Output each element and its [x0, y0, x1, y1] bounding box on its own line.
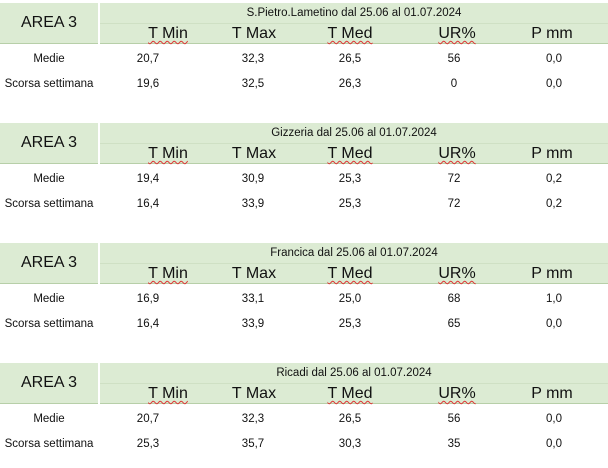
cell-ur: 65 — [447, 318, 461, 330]
station-title: Ricadi dal 25.06 al 01.07.2024 — [100, 363, 608, 384]
station-title: Francica dal 25.06 al 01.07.2024 — [100, 243, 608, 264]
row-label: Medie — [33, 173, 65, 185]
header-tmed: T Med — [327, 145, 373, 162]
cell-tmin: 19,6 — [136, 78, 160, 90]
cell-pmm: 0,0 — [546, 78, 562, 90]
table-row-medie: Medie 19,4 30,9 25,3 72 0,2 — [0, 168, 608, 190]
cell-tmed: 26,5 — [338, 53, 362, 65]
cell-ur: 56 — [447, 53, 461, 65]
header-pmm: P mm — [531, 265, 573, 282]
area-label: AREA 3 — [0, 243, 98, 284]
cell-ur: 0 — [450, 78, 458, 90]
cell-ur: 72 — [447, 198, 461, 210]
cell-tmed: 25,3 — [338, 198, 362, 210]
area-label: AREA 3 — [0, 123, 98, 164]
cell-tmax: 30,9 — [241, 173, 265, 185]
cell-ur: 72 — [447, 173, 461, 185]
table-row-medie: Medie 16,9 33,1 25,0 68 1,0 — [0, 288, 608, 310]
cell-pmm: 0,0 — [546, 438, 562, 450]
header-tmax: T Max — [231, 25, 277, 42]
row-label: Medie — [33, 413, 65, 425]
table-row-scorsa: Scorsa settimana 16,4 33,9 25,3 72 0,2 — [0, 193, 608, 215]
column-header-row: T Min T Max T Med UR% P mm — [100, 144, 608, 164]
table-row-scorsa: Scorsa settimana 25,3 35,7 30,3 35 0,0 — [0, 433, 608, 455]
header-pmm: P mm — [531, 25, 573, 42]
cell-tmed: 25,3 — [338, 173, 362, 185]
header-tmin: T Min — [148, 385, 188, 402]
header-ur: UR% — [438, 385, 476, 402]
row-label: Scorsa settimana — [4, 198, 94, 210]
cell-tmed: 25,3 — [338, 318, 362, 330]
cell-pmm: 0,2 — [546, 198, 562, 210]
header-tmed: T Med — [327, 385, 373, 402]
cell-tmin: 20,7 — [136, 413, 160, 425]
column-header-row: T Min T Max T Med UR% P mm — [100, 24, 608, 44]
cell-tmax: 33,1 — [241, 293, 265, 305]
cell-pmm: 0,0 — [546, 318, 562, 330]
cell-tmin: 19,4 — [136, 173, 160, 185]
cell-tmax: 32,3 — [241, 413, 265, 425]
header-ur: UR% — [438, 265, 476, 282]
cell-pmm: 0,2 — [546, 173, 562, 185]
header-tmed: T Med — [327, 265, 373, 282]
cell-tmax: 32,5 — [241, 78, 265, 90]
header-tmax: T Max — [231, 385, 277, 402]
table-row-medie: Medie 20,7 32,3 26,5 56 0,0 — [0, 408, 608, 430]
header-ur: UR% — [438, 145, 476, 162]
cell-tmin: 25,3 — [136, 438, 160, 450]
area-label: AREA 3 — [0, 3, 98, 44]
cell-ur: 56 — [447, 413, 461, 425]
header-tmin: T Min — [148, 145, 188, 162]
station-title: S.Pietro.Lametino dal 25.06 al 01.07.202… — [100, 3, 608, 24]
header-tmin: T Min — [148, 265, 188, 282]
row-label: Medie — [33, 53, 65, 65]
header-tmax: T Max — [231, 145, 277, 162]
header-tmin: T Min — [148, 25, 188, 42]
header-tmax: T Max — [231, 265, 277, 282]
row-label: Scorsa settimana — [4, 438, 94, 450]
row-label: Scorsa settimana — [4, 78, 94, 90]
cell-tmax: 33,9 — [241, 318, 265, 330]
header-ur: UR% — [438, 25, 476, 42]
cell-tmax: 35,7 — [241, 438, 265, 450]
cell-tmed: 26,5 — [338, 413, 362, 425]
cell-pmm: 1,0 — [546, 293, 562, 305]
table-row-scorsa: Scorsa settimana 16,4 33,9 25,3 65 0,0 — [0, 313, 608, 335]
cell-tmed: 25,0 — [338, 293, 362, 305]
cell-pmm: 0,0 — [546, 413, 562, 425]
table-row-scorsa: Scorsa settimana 19,6 32,5 26,3 0 0,0 — [0, 73, 608, 95]
cell-ur: 35 — [447, 438, 461, 450]
column-header-row: T Min T Max T Med UR% P mm — [100, 264, 608, 284]
cell-tmed: 30,3 — [338, 438, 362, 450]
cell-tmin: 20,7 — [136, 53, 160, 65]
station-title: Gizzeria dal 25.06 al 01.07.2024 — [100, 123, 608, 144]
header-pmm: P mm — [531, 145, 573, 162]
header-pmm: P mm — [531, 385, 573, 402]
cell-tmax: 33,9 — [241, 198, 265, 210]
area-label: AREA 3 — [0, 363, 98, 404]
cell-tmax: 32,3 — [241, 53, 265, 65]
cell-tmed: 26,3 — [338, 78, 362, 90]
row-label: Medie — [33, 293, 65, 305]
column-header-row: T Min T Max T Med UR% P mm — [100, 384, 608, 404]
header-tmed: T Med — [327, 25, 373, 42]
cell-tmin: 16,9 — [136, 293, 160, 305]
cell-tmin: 16,4 — [136, 198, 160, 210]
cell-tmin: 16,4 — [136, 318, 160, 330]
cell-pmm: 0,0 — [546, 53, 562, 65]
table-row-medie: Medie 20,7 32,3 26,5 56 0,0 — [0, 48, 608, 70]
row-label: Scorsa settimana — [4, 318, 94, 330]
cell-ur: 68 — [447, 293, 461, 305]
